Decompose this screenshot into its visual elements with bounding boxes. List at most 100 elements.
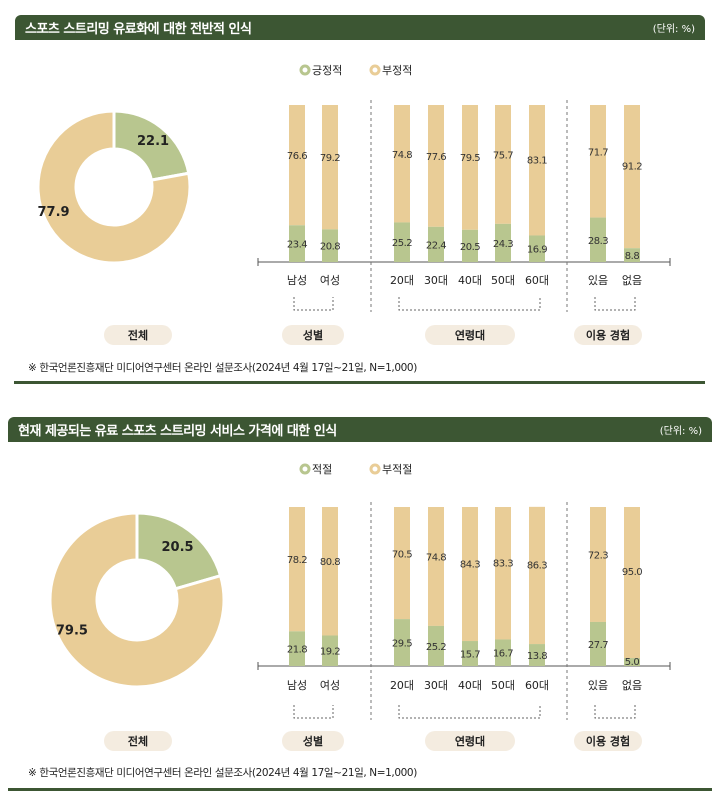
bar-value-label: 75.7 [493, 150, 513, 161]
chart-section-overall-perception: 스포츠 스트리밍 유료화에 대한 전반적 인식 (단위: %) 긍정적 부정적 22… [0, 15, 720, 405]
bar-value-label: 29.5 [392, 639, 412, 650]
bar-segment-negative [394, 507, 410, 620]
donut-slice-negative [48, 511, 226, 689]
bar-segment-positive [590, 217, 606, 262]
chart-canvas: 긍정적 부정적 22.1 77.9 76.6 23.4 남성 79.2 20.8 여성 74.8 25… [36, 64, 671, 345]
legend-marker-positive [299, 463, 311, 475]
group-bracket [293, 297, 334, 311]
group-label: 연령대 [455, 734, 485, 748]
donut-value-label: 22.1 [137, 134, 169, 149]
bar-segment-negative [529, 105, 545, 236]
divider [14, 381, 705, 384]
category-label: 40대 [458, 274, 482, 287]
bar-segment-positive [394, 619, 410, 666]
category-label: 여성 [320, 274, 340, 287]
category-label: 30대 [424, 679, 448, 692]
chart-section-price-perception: 현재 제공되는 유료 스포츠 스트리밍 서비스 가격에 대한 인식 (단위: %… [0, 417, 720, 807]
bar-value-label: 72.3 [588, 551, 608, 562]
bar-value-label: 25.2 [392, 238, 412, 249]
category-label: 없음 [622, 274, 642, 287]
category-label: 없음 [622, 679, 642, 692]
category-label: 50대 [491, 679, 515, 692]
bar-value-label: 74.8 [392, 150, 412, 161]
bar-segment-positive [289, 631, 305, 666]
bar-segment-negative [624, 105, 640, 249]
bar-value-label: 78.2 [287, 555, 307, 566]
bar-value-label: 22.4 [426, 240, 446, 251]
category-label: 남성 [287, 679, 307, 692]
chart-title: 스포츠 스트리밍 유료화에 대한 전반적 인식 [25, 22, 252, 37]
bar-segment-negative [428, 507, 444, 626]
footnote: ※ 한국언론진흥재단 미디어연구센터 온라인 설문조사(2024년 4월 17일… [28, 362, 417, 374]
donut-value-label: 77.9 [38, 205, 70, 220]
group-pill [282, 731, 344, 751]
donut-value-label: 79.5 [56, 624, 88, 639]
legend-label: 긍정적 [312, 64, 342, 77]
group-label: 이용 경험 [586, 328, 630, 342]
divider [8, 788, 712, 791]
group-bracket [293, 705, 334, 719]
bar-segment-positive [322, 229, 338, 262]
bar-value-label: 15.7 [460, 650, 480, 661]
bar-segment-positive [322, 635, 338, 666]
bar-segment-positive [495, 223, 511, 262]
category-label: 50대 [491, 274, 515, 287]
unit-label: (단위: %) [652, 24, 695, 35]
category-label: 30대 [424, 274, 448, 287]
group-pill [425, 325, 515, 345]
bar-value-label: 28.3 [588, 236, 608, 247]
group-pill [282, 325, 344, 345]
bar-segment-positive [624, 658, 640, 666]
bar-segment-positive [428, 625, 444, 666]
group-pill [574, 731, 642, 751]
bar-value-label: 8.8 [625, 251, 640, 262]
bar-segment-positive [529, 644, 545, 666]
category-label: 있음 [588, 679, 608, 692]
legend-marker-negative [369, 64, 381, 76]
group-label: 이용 경험 [586, 734, 630, 748]
group-bracket [398, 705, 541, 719]
section-header: 현재 제공되는 유료 스포츠 스트리밍 서비스 가격에 대한 인식 (단위: %… [8, 417, 712, 442]
bar-segment-negative [495, 105, 511, 224]
bar-segment-positive [428, 226, 444, 262]
bar-value-label: 79.5 [460, 153, 480, 164]
bar-value-label: 70.5 [392, 549, 412, 560]
category-label: 남성 [287, 274, 307, 287]
footnote: ※ 한국언론진흥재단 미디어연구센터 온라인 설문조사(2024년 4월 17일… [28, 767, 417, 779]
bar-value-label: 80.8 [320, 557, 340, 568]
bar-value-label: 83.3 [493, 559, 513, 570]
bar-value-label: 21.8 [287, 645, 307, 656]
group-pill [104, 731, 172, 751]
bar-value-label: 86.3 [527, 561, 547, 572]
bar-value-label: 13.8 [527, 651, 547, 662]
bar-value-label: 5.0 [625, 657, 640, 668]
legend-label: 적절 [312, 463, 332, 476]
bar-value-label: 91.2 [622, 161, 642, 172]
legend-marker-positive [299, 64, 311, 76]
bar-segment-negative [428, 105, 444, 227]
bar-value-label: 76.6 [287, 151, 307, 162]
donut-value-label: 20.5 [161, 540, 193, 555]
bar-value-label: 20.8 [320, 242, 340, 253]
bar-segment-negative [289, 105, 305, 226]
category-label: 있음 [588, 274, 608, 287]
bar-value-label: 25.2 [426, 642, 446, 653]
group-pill [104, 325, 172, 345]
bar-segment-negative [322, 507, 338, 636]
category-label: 60대 [525, 679, 549, 692]
group-label: 연령대 [455, 328, 485, 342]
category-label: 60대 [525, 274, 549, 287]
bar-segment-negative [624, 507, 640, 659]
bar-value-label: 95.0 [622, 567, 642, 578]
bar-segment-negative [529, 506, 545, 645]
bar-value-label: 16.7 [493, 649, 513, 660]
group-bracket [398, 297, 541, 311]
group-label: 전체 [128, 328, 148, 342]
chart-canvas: 적절 부적절 20.5 79.5 78.2 21.8 남성 80.8 19.2 여성 70.5 29.… [48, 463, 671, 751]
group-bracket [594, 297, 636, 311]
bar-segment-negative [289, 507, 305, 632]
legend-label: 부적절 [382, 463, 412, 476]
bar-segment-negative [495, 507, 511, 640]
bar-value-label: 77.6 [426, 152, 446, 163]
legend-label: 부정적 [382, 64, 412, 77]
